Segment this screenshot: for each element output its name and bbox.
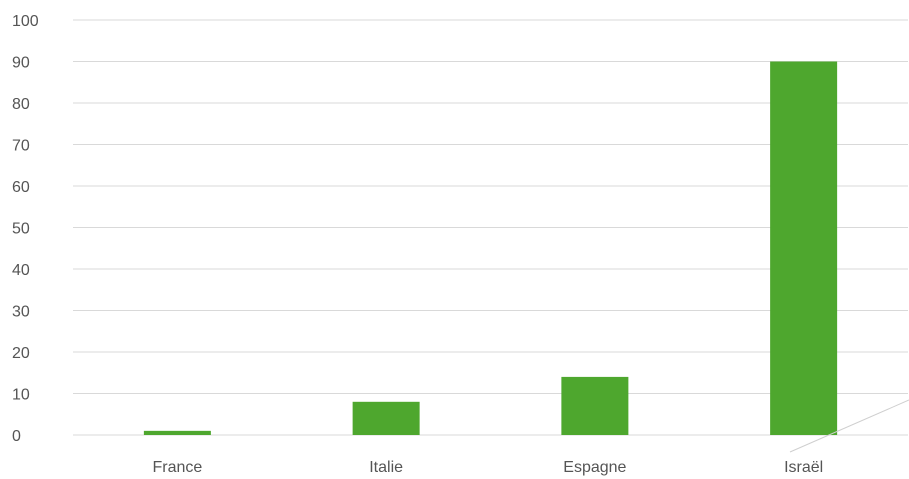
x-category-label: Italie — [369, 459, 403, 476]
y-tick-label: 20 — [12, 345, 30, 362]
bars — [143, 61, 838, 435]
y-tick-label: 80 — [12, 96, 30, 113]
bar-france — [143, 430, 211, 435]
y-tick-label: 100 — [12, 13, 39, 30]
y-tick-label: 40 — [12, 262, 30, 279]
y-tick-label: 10 — [12, 387, 30, 404]
diagonal-decoration-line — [789, 399, 909, 453]
gridlines — [73, 19, 908, 436]
y-tick-label: 90 — [12, 55, 30, 72]
y-tick-label: 50 — [12, 221, 30, 238]
bar-israël — [770, 61, 838, 435]
bar-espagne — [561, 376, 629, 435]
y-tick-label: 60 — [12, 179, 30, 196]
y-tick-label: 30 — [12, 304, 30, 321]
bar-italie — [352, 401, 420, 435]
y-tick-label: 0 — [12, 428, 21, 445]
y-tick-label: 70 — [12, 138, 30, 155]
x-category-label: France — [152, 459, 202, 476]
y-axis-tick-labels: 0 10 20 30 40 50 60 70 80 90 100 — [12, 13, 39, 445]
x-axis-category-labels: France Italie Espagne Israël — [152, 459, 823, 476]
x-category-label: Israël — [784, 459, 823, 476]
x-category-label: Espagne — [563, 459, 626, 476]
